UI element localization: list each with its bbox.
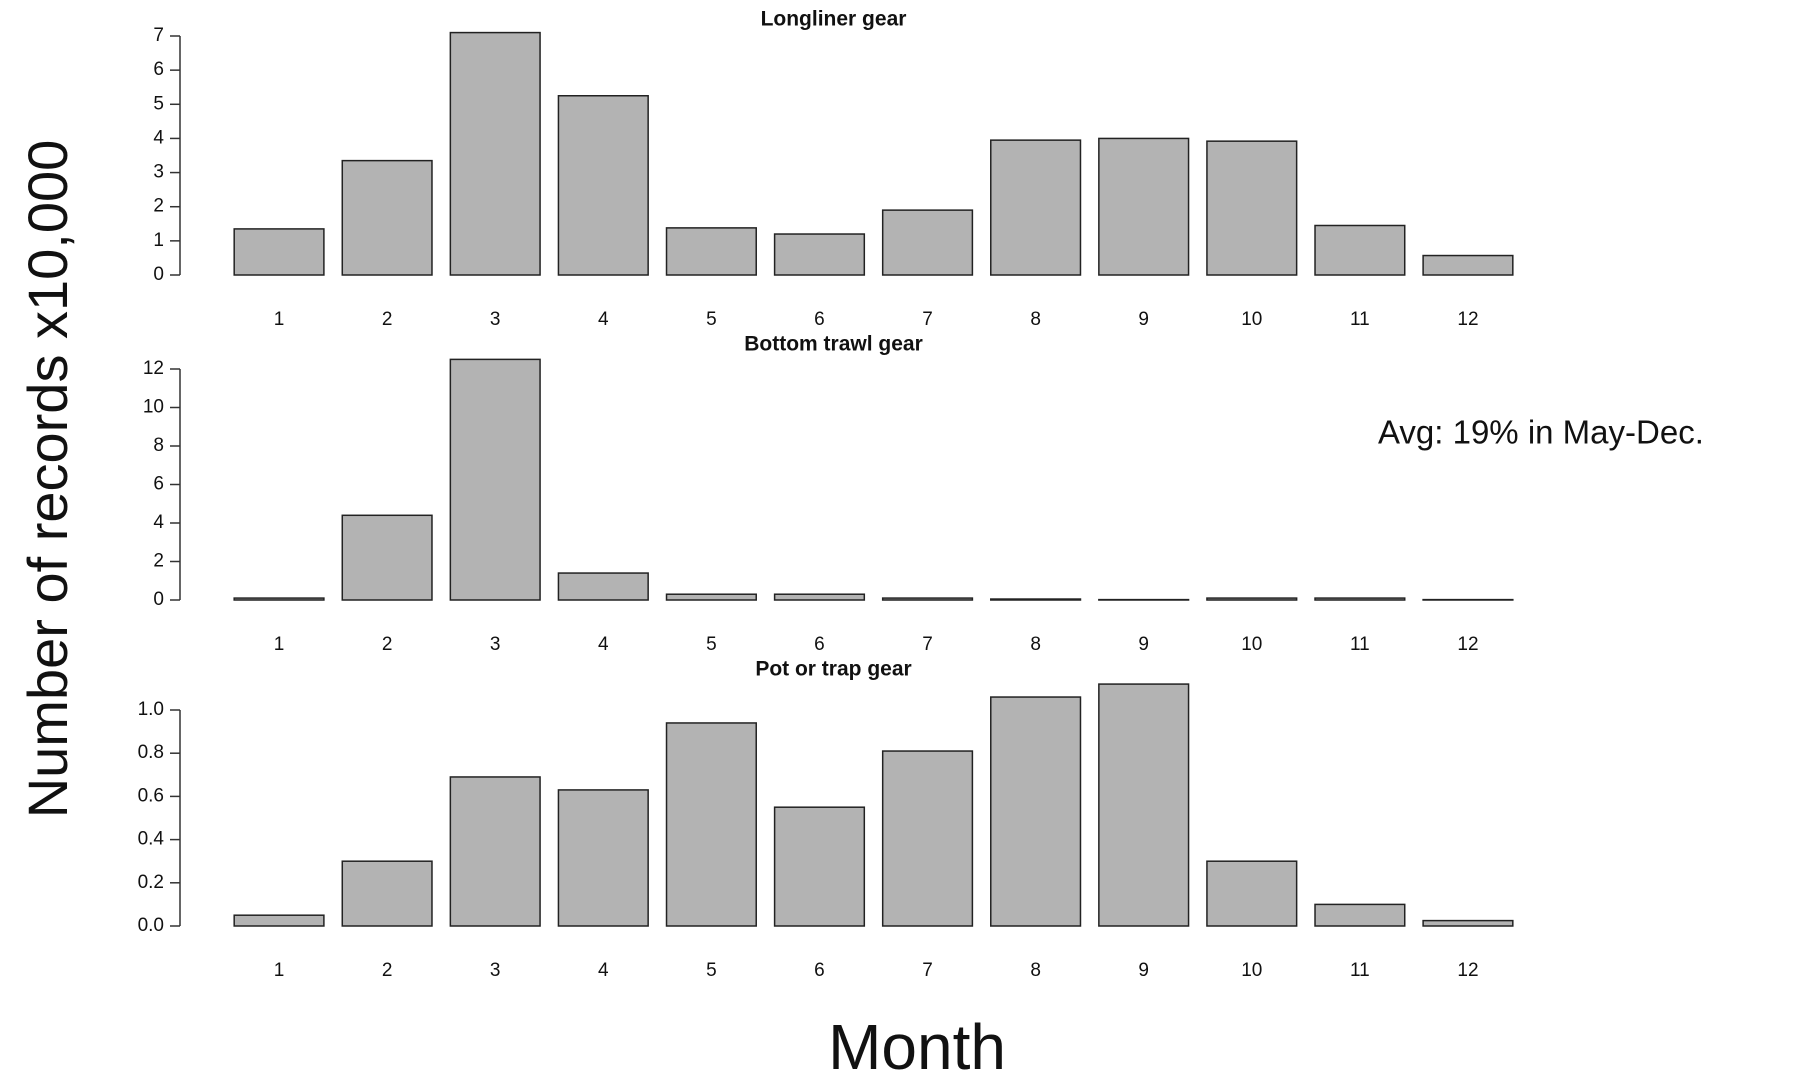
x-tick-label: 3 <box>490 309 501 330</box>
bar <box>1206 597 1298 601</box>
x-tick-label: 7 <box>922 634 933 655</box>
y-tick-label: 2 <box>153 196 164 217</box>
x-tick-label: 4 <box>598 309 609 330</box>
x-tick-label: 2 <box>382 960 393 981</box>
bar <box>1422 254 1514 276</box>
bar <box>881 209 974 276</box>
y-tick-label: 4 <box>153 127 164 148</box>
bar <box>341 860 433 927</box>
x-tick-label: 5 <box>706 634 717 655</box>
bar <box>1314 224 1406 276</box>
bar <box>233 228 325 276</box>
y-tick-label: 0.2 <box>138 872 164 893</box>
bar <box>1098 683 1190 927</box>
bar <box>665 722 757 927</box>
x-tick-label: 11 <box>1350 309 1370 330</box>
y-tick-label: 5 <box>153 93 164 114</box>
y-tick-label: 3 <box>153 162 164 183</box>
bar <box>1314 597 1406 601</box>
bar <box>557 572 649 601</box>
bar <box>1314 903 1406 927</box>
bar <box>1098 137 1190 276</box>
x-tick-label: 7 <box>922 960 933 981</box>
x-tick-label: 10 <box>1241 309 1262 330</box>
bar <box>665 227 757 276</box>
x-tick-label: 1 <box>274 960 285 981</box>
x-tick-label: 2 <box>382 309 393 330</box>
chart-title: Pot or trap gear <box>755 658 911 681</box>
x-tick-label: 3 <box>490 960 501 981</box>
bar <box>990 696 1082 927</box>
bar <box>1206 140 1298 276</box>
y-tick-label: 0.4 <box>138 829 165 850</box>
x-tick-label: 8 <box>1030 960 1041 981</box>
x-tick-label: 10 <box>1241 634 1262 655</box>
bar <box>1422 919 1514 927</box>
x-tick-label: 9 <box>1138 960 1149 981</box>
y-tick-label: 0.0 <box>138 915 164 936</box>
x-tick-label: 10 <box>1241 960 1262 981</box>
bar <box>341 514 433 601</box>
x-tick-label: 4 <box>598 960 609 981</box>
y-tick-label: 1.0 <box>138 699 164 720</box>
y-axis-label: Number of records x10,000 <box>16 140 79 819</box>
y-tick-label: 1 <box>153 230 164 251</box>
x-tick-label: 1 <box>274 309 285 330</box>
x-tick-label: 12 <box>1457 634 1478 655</box>
bar <box>773 233 866 276</box>
bar <box>233 597 325 601</box>
bar <box>881 750 974 927</box>
x-tick-label: 6 <box>814 634 825 655</box>
x-tick-label: 9 <box>1138 309 1149 330</box>
bar <box>773 593 866 601</box>
y-tick-label: 0.6 <box>138 785 164 806</box>
x-tick-label: 12 <box>1457 309 1478 330</box>
y-tick-label: 0 <box>153 589 164 610</box>
bar <box>773 806 866 927</box>
x-axis-label: Month <box>828 1011 1006 1081</box>
y-tick-label: 8 <box>153 435 164 456</box>
bar <box>1206 860 1298 927</box>
bar <box>341 159 433 276</box>
bar <box>449 358 541 601</box>
y-tick-label: 10 <box>143 397 164 418</box>
y-tick-label: 6 <box>153 59 164 80</box>
x-tick-label: 1 <box>274 634 285 655</box>
x-tick-label: 7 <box>922 309 933 330</box>
x-tick-label: 3 <box>490 634 501 655</box>
y-tick-label: 0.8 <box>138 742 164 763</box>
bar <box>665 593 757 601</box>
x-tick-label: 6 <box>814 960 825 981</box>
bar <box>233 914 325 927</box>
chart-title: Longliner gear <box>761 8 907 31</box>
x-tick-label: 6 <box>814 309 825 330</box>
bar <box>990 139 1082 276</box>
bar <box>990 598 1082 601</box>
x-tick-label: 5 <box>706 309 717 330</box>
bar <box>881 597 974 601</box>
annotation: Avg: 19% in May-Dec. <box>1378 414 1704 451</box>
x-tick-label: 2 <box>382 634 393 655</box>
y-tick-label: 6 <box>153 474 164 495</box>
x-tick-label: 11 <box>1350 960 1370 981</box>
x-tick-label: 9 <box>1138 634 1149 655</box>
bar <box>557 95 649 276</box>
x-tick-label: 5 <box>706 960 717 981</box>
x-tick-label: 8 <box>1030 309 1041 330</box>
bar <box>557 789 649 927</box>
x-tick-label: 12 <box>1457 960 1478 981</box>
bar <box>449 776 541 927</box>
y-tick-label: 12 <box>143 358 164 379</box>
bar <box>449 31 541 276</box>
chart-title: Bottom trawl gear <box>744 333 923 356</box>
y-tick-label: 4 <box>153 512 164 533</box>
y-tick-label: 7 <box>153 25 164 46</box>
x-tick-label: 4 <box>598 634 609 655</box>
x-tick-label: 11 <box>1350 634 1370 655</box>
y-tick-label: 2 <box>153 551 164 572</box>
y-tick-label: 0 <box>153 264 164 285</box>
x-tick-label: 8 <box>1030 634 1041 655</box>
